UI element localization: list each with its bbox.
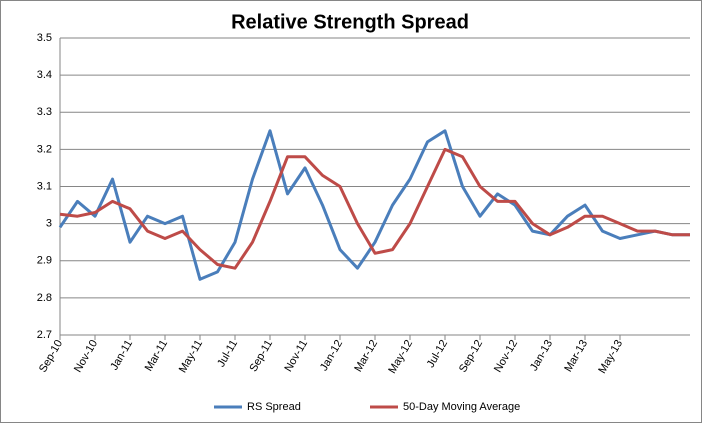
y-tick-label: 3.5: [37, 32, 52, 44]
y-tick-label: 3.1: [37, 180, 52, 192]
y-tick-label: 2.8: [37, 292, 52, 304]
y-tick-label: 3.2: [37, 143, 52, 155]
y-tick-label: 3.3: [37, 106, 52, 118]
y-tick-label: 3: [46, 218, 52, 230]
legend-label: 50-Day Moving Average: [403, 401, 520, 413]
chart-title: Relative Strength Spread: [231, 11, 469, 33]
series-line: [59, 147, 690, 270]
y-tick-label: 2.9: [37, 255, 52, 267]
series-line: [58, 129, 690, 281]
y-tick-label: 2.7: [37, 329, 52, 341]
legend-label: RS Spread: [247, 401, 301, 413]
y-tick-label: 3.4: [37, 69, 52, 81]
